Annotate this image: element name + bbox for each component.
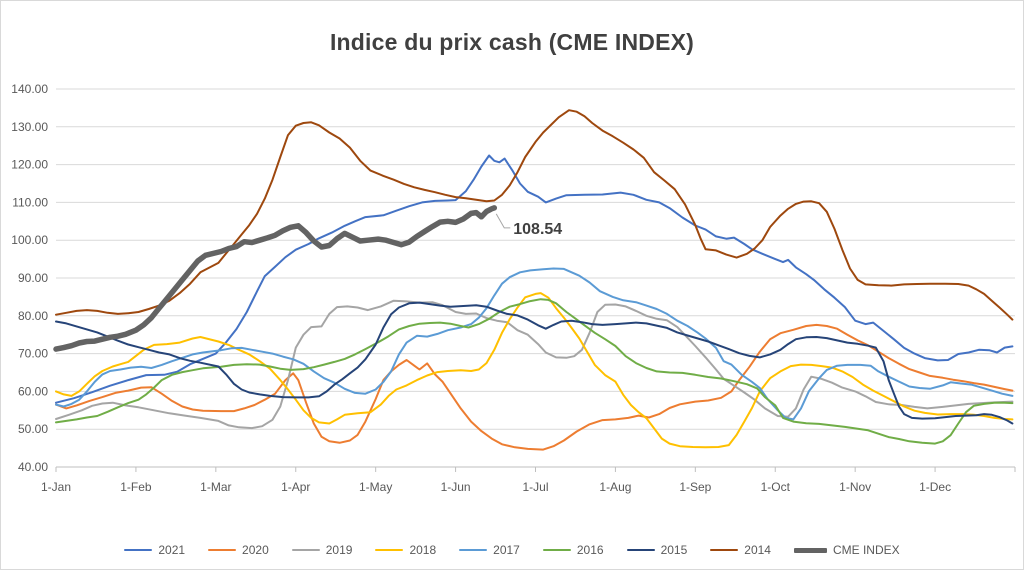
y-axis-tick-label: 90.00 <box>18 271 48 285</box>
cme-index-value-label: 108.54 <box>513 221 562 238</box>
x-axis-tick-label: 1-Mar <box>200 480 231 494</box>
legend-item-2015: 2015 <box>626 543 688 557</box>
series-line-2020 <box>55 323 1014 451</box>
legend-swatch-2020 <box>208 549 237 551</box>
legend-label: 2015 <box>660 543 688 557</box>
legend-item-2021: 2021 <box>124 543 185 557</box>
x-axis-tick-label: 1-Sep <box>679 480 711 494</box>
series-line-2019 <box>55 299 1014 430</box>
series-line-cme-index <box>53 205 498 352</box>
y-axis-tick-label: 110.00 <box>12 195 48 209</box>
x-axis-tick-label: 1-Dec <box>919 480 951 494</box>
legend-label: 2020 <box>242 543 269 557</box>
x-axis-tick-label: 1-Jun <box>441 480 471 494</box>
x-axis-tick-label: 1-Jul <box>522 480 548 494</box>
x-axis-tick-label: 1-May <box>359 480 392 494</box>
legend-swatch-2014 <box>710 549 739 551</box>
series-line-2021 <box>55 154 1014 404</box>
legend-label: CME INDEX <box>832 543 900 557</box>
legend-item-2020: 2020 <box>208 543 269 557</box>
legend-item-2018: 2018 <box>375 543 436 557</box>
y-axis-tick-label: 80.00 <box>18 309 48 323</box>
legend-item-2016: 2016 <box>542 543 604 557</box>
y-axis-tick-label: 140.00 <box>11 82 48 96</box>
legend-swatch-2017 <box>459 549 488 551</box>
legend-label: 2017 <box>493 543 520 557</box>
y-axis-tick-label: 70.00 <box>18 347 48 361</box>
series-line-2017 <box>55 267 1014 421</box>
legend-label: 2014 <box>744 543 771 557</box>
series-line-2018 <box>55 292 1014 449</box>
legend-swatch-2015 <box>626 549 655 551</box>
x-axis-tick-label: 1-Apr <box>281 480 310 494</box>
legend-label: 2019 <box>325 543 353 557</box>
series-line-2014 <box>55 109 1014 321</box>
legend-swatch-2021 <box>124 549 153 551</box>
x-axis-tick-label: 1-Feb <box>120 480 152 494</box>
series-line-2015 <box>55 301 1014 425</box>
legend-swatch-cme-index <box>793 547 827 553</box>
legend-swatch-2016 <box>542 549 571 551</box>
x-axis-tick-label: 1-Nov <box>839 480 871 494</box>
legend-item-2014: 2014 <box>710 543 771 557</box>
legend-item-cme-index: CME INDEX <box>793 543 900 557</box>
annotation-leader-line <box>495 213 511 229</box>
legend-label: 2016 <box>576 543 604 557</box>
chart-legend: 2021 2020 2019 2018 2017 2016 2015 2014 CME INDE… <box>1 543 1023 557</box>
y-axis-tick-label: 40.00 <box>18 460 48 474</box>
x-axis-tick-label: 1-Jan <box>41 480 71 494</box>
x-axis-tick-label: 1-Aug <box>599 480 631 494</box>
chart-title: Indice du prix cash (CME INDEX) <box>329 29 695 55</box>
legend-label: 2021 <box>158 543 186 557</box>
y-axis-tick-label: 120.00 <box>11 158 48 172</box>
y-axis-tick-label: 100.00 <box>11 233 48 247</box>
series-line-2016 <box>55 298 1014 445</box>
legend-swatch-2019 <box>291 549 320 551</box>
y-axis-tick-label: 130.00 <box>11 120 48 134</box>
legend-item-2017: 2017 <box>459 543 520 557</box>
x-axis-tick-label: 1-Oct <box>761 480 791 494</box>
y-axis-tick-label: 60.00 <box>18 384 48 398</box>
y-axis-tick-label: 50.00 <box>18 422 48 436</box>
legend-item-2019: 2019 <box>291 543 353 557</box>
legend-swatch-2018 <box>375 549 404 551</box>
legend-label: 2018 <box>409 543 437 557</box>
